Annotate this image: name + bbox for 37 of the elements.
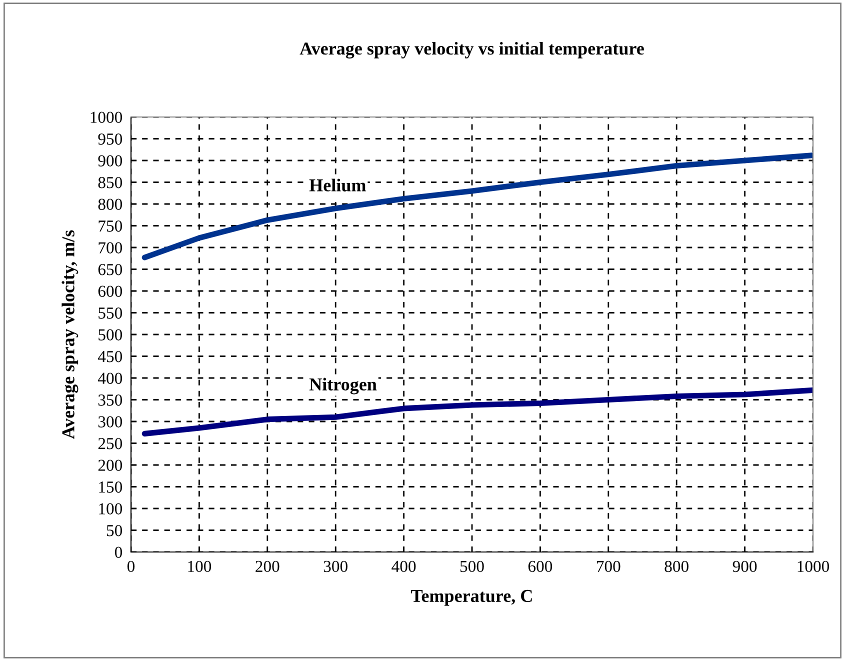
y-tick-label: 300	[98, 416, 122, 428]
x-axis-title: Temperature, C	[411, 590, 532, 606]
x-tick-label: 1000	[798, 560, 830, 572]
y-tick-label: 0	[114, 546, 122, 558]
y-tick-label: 850	[98, 176, 122, 188]
y-tick-label: 500	[98, 329, 122, 340]
y-tick-label: 1000	[90, 112, 122, 123]
x-tick-label: 900	[732, 560, 757, 572]
y-tick-label: 550	[98, 307, 122, 319]
y-tick-label: 600	[98, 286, 122, 297]
y-tick-label: 800	[98, 198, 122, 210]
x-tick-label: 300	[324, 560, 348, 572]
y-tick-label: 900	[98, 155, 122, 166]
y-tick-label: 350	[98, 394, 122, 406]
y-tick-label: 650	[98, 264, 122, 276]
y-tick-label: 250	[98, 438, 122, 450]
y-tick-label: 950	[98, 133, 122, 145]
series-label: Nitrogen	[309, 378, 377, 394]
y-tick-label: 700	[98, 242, 122, 254]
chart-title: Average spray velocity vs initial temperature	[300, 42, 644, 58]
y-tick-label: 150	[99, 481, 122, 493]
x-tick-label: 0	[127, 560, 135, 572]
y-tick-label: 750	[98, 220, 122, 232]
x-tick-label: 800	[664, 560, 688, 572]
x-tick-label: 100	[188, 560, 212, 572]
y-tick-label: 50	[106, 524, 122, 536]
x-tick-label: 400	[392, 560, 416, 572]
y-axis-title: Average spray velocity, m/s	[62, 230, 78, 439]
y-tick-label: 400	[98, 372, 122, 384]
x-tick-label: 600	[528, 560, 552, 572]
x-tick-label: 500	[460, 560, 484, 572]
y-tick-label: 450	[98, 350, 122, 362]
x-tick-label: 200	[256, 560, 280, 572]
x-tick-label: 700	[597, 560, 620, 572]
y-tick-label: 100	[99, 503, 122, 514]
series-label: Helium	[309, 178, 366, 192]
y-tick-label: 200	[98, 460, 122, 471]
